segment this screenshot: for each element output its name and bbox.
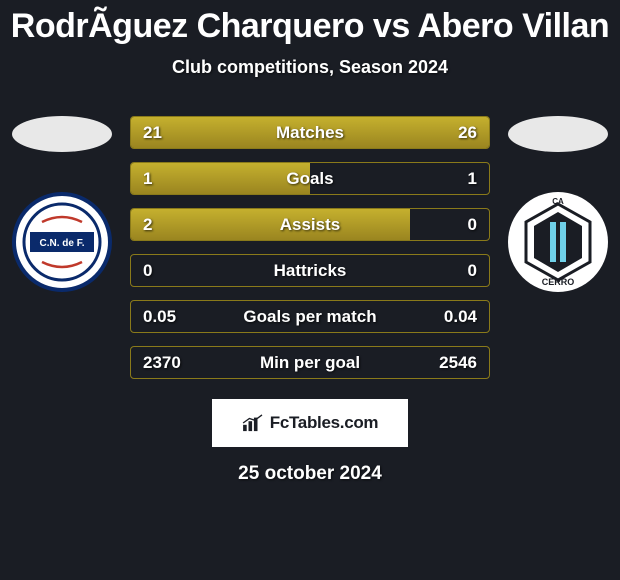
svg-text:CERRO: CERRO xyxy=(542,277,575,287)
brand-badge: FcTables.com xyxy=(212,399,408,447)
stat-label: Matches xyxy=(131,123,489,143)
comparison-content: C.N. de F. 21Matches261Goals12Assists00H… xyxy=(0,116,620,379)
stat-row: 2370Min per goal2546 xyxy=(130,346,490,379)
stat-value-right: 0 xyxy=(468,261,477,281)
stat-value-right: 1 xyxy=(468,169,477,189)
player-placeholder-right xyxy=(508,116,608,152)
player-placeholder-left xyxy=(12,116,112,152)
stat-label: Min per goal xyxy=(131,353,489,373)
stat-value-right: 2546 xyxy=(439,353,477,373)
nacional-logo-icon: C.N. de F. xyxy=(22,202,102,282)
stat-label: Assists xyxy=(131,215,489,235)
subtitle: Club competitions, Season 2024 xyxy=(0,57,620,78)
stat-label: Hattricks xyxy=(131,261,489,281)
svg-text:CA: CA xyxy=(552,197,564,206)
page-title: RodrÃ­guez Charquero vs Abero Villan xyxy=(0,8,620,45)
stat-value-right: 26 xyxy=(458,123,477,143)
cerro-logo-icon: CERRO CA xyxy=(508,192,608,292)
comparison-bars: 21Matches261Goals12Assists00Hattricks00.… xyxy=(130,116,490,379)
left-side: C.N. de F. xyxy=(12,116,112,292)
stat-value-right: 0 xyxy=(468,215,477,235)
club-badge-left: C.N. de F. xyxy=(12,192,112,292)
stat-row: 0.05Goals per match0.04 xyxy=(130,300,490,333)
stat-row: 1Goals1 xyxy=(130,162,490,195)
stat-value-right: 0.04 xyxy=(444,307,477,327)
stat-row: 21Matches26 xyxy=(130,116,490,149)
stat-row: 0Hattricks0 xyxy=(130,254,490,287)
infographic-container: RodrÃ­guez Charquero vs Abero Villan Clu… xyxy=(0,0,620,485)
club-badge-right: CERRO CA xyxy=(508,192,608,292)
stat-row: 2Assists0 xyxy=(130,208,490,241)
date-text: 25 october 2024 xyxy=(0,463,620,485)
right-side: CERRO CA xyxy=(508,116,608,292)
chart-icon xyxy=(242,414,264,432)
svg-text:C.N. de F.: C.N. de F. xyxy=(39,238,84,249)
stat-label: Goals per match xyxy=(131,307,489,327)
stat-label: Goals xyxy=(131,169,489,189)
brand-text: FcTables.com xyxy=(270,413,379,433)
